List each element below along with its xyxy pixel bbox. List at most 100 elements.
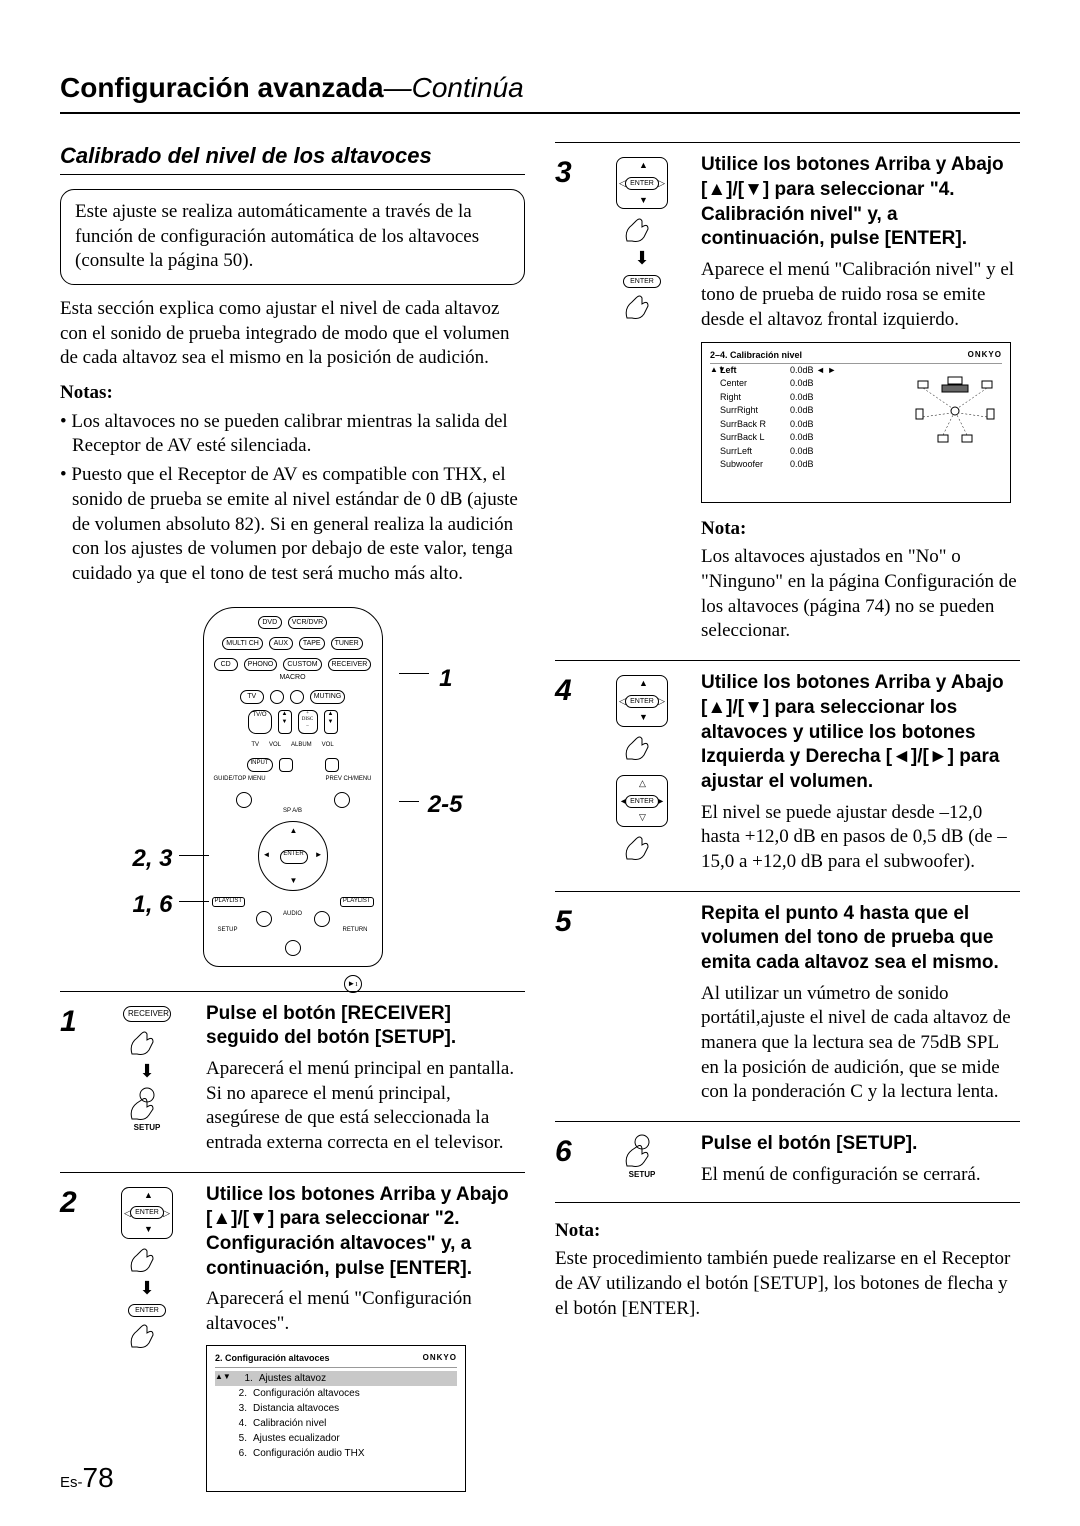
menu-item: Distancia altavoces bbox=[253, 1401, 339, 1416]
nota-text: Este procedimiento también puede realiza… bbox=[555, 1247, 1020, 1321]
remote-btn bbox=[236, 792, 252, 808]
remote-btn: VCR/DVR bbox=[288, 616, 328, 629]
right-icon: ▷ bbox=[658, 696, 665, 708]
nota-label: Nota: bbox=[555, 1219, 1020, 1244]
remote-btn: MUTING bbox=[310, 690, 346, 704]
remote-disc-btn: +DISC– bbox=[298, 710, 318, 734]
step-number: 1 bbox=[60, 1002, 88, 1156]
down-icon: ▼ bbox=[144, 1224, 153, 1236]
remote-dpad: ENTER ▲ ▼ ◄ ► bbox=[258, 821, 328, 891]
remote-label: PLAYLIST bbox=[212, 897, 246, 907]
right-icon: ▷ bbox=[163, 1208, 170, 1220]
step-icon-col: ▲ ▼ ◁ ▷ ENTER ⬇ ENTER bbox=[597, 153, 687, 644]
diagram-callout: 1 bbox=[439, 663, 452, 694]
hand-icon bbox=[127, 1319, 167, 1349]
remote-label: SETUP bbox=[218, 927, 238, 935]
hand-icon bbox=[127, 1243, 167, 1273]
level-screenshot: 2–4. Calibración nivel ONKYO ▲▼Left0.0dB… bbox=[701, 342, 1011, 503]
step-number: 2 bbox=[60, 1183, 88, 1493]
nota-item: Los altavoces no se pueden calibrar mien… bbox=[60, 410, 525, 459]
enter-pad-icon: ▲ ▼ ◁ ▷ ENTER bbox=[616, 157, 668, 209]
remote-btn: DVD bbox=[258, 616, 282, 629]
remote-label: AUDIO bbox=[278, 911, 308, 927]
step-body: Utilice los botones Arriba y Abajo [▲]/[… bbox=[701, 671, 1020, 875]
step-1: 1 RECEIVER ⬇ SETUP Pulse el botón [RECEI… bbox=[60, 991, 525, 1156]
arrow-down-icon: ⬇ bbox=[597, 247, 687, 270]
step-text: Aparecerá el menú principal en pantalla.… bbox=[206, 1057, 525, 1156]
diagram-callout: 2, 3 bbox=[133, 843, 173, 874]
remote-btn bbox=[334, 792, 350, 808]
step-icon-col: SETUP bbox=[597, 1132, 687, 1187]
arrow-down-icon: ⬇ bbox=[102, 1060, 192, 1083]
up-icon: ▲ bbox=[639, 160, 648, 172]
menu-title: 2–4. Calibración nivel bbox=[710, 349, 802, 363]
page-header: Configuración avanzada—Continúa bbox=[60, 70, 1020, 114]
left-icon: ◄ bbox=[619, 796, 628, 808]
menu-item: Ajustes altavoz bbox=[259, 1371, 326, 1386]
speaker-layout-icon bbox=[910, 373, 1000, 453]
brand-label: ONKYO bbox=[423, 1352, 457, 1366]
remote-label: RETURN bbox=[343, 927, 368, 935]
enter-label: ENTER bbox=[130, 1206, 164, 1219]
hand-icon bbox=[127, 1026, 167, 1056]
step-heading: Utilice los botones Arriba y Abajo [▲]/[… bbox=[206, 1183, 525, 1282]
right-column: 3 ▲ ▼ ◁ ▷ ENTER ⬇ ENTER Utilice los boto… bbox=[555, 142, 1020, 1508]
remote-btn bbox=[290, 690, 304, 704]
down-icon: ▼ bbox=[290, 876, 298, 886]
left-icon: ◁ bbox=[124, 1208, 131, 1220]
remote-btn: PHONO bbox=[244, 658, 278, 671]
hand-icon bbox=[622, 213, 662, 243]
setup-label-icon: SETUP bbox=[102, 1123, 192, 1133]
remote-btn: CD bbox=[214, 658, 238, 671]
remote-body: DVD VCR/DVR MULTI CH AUX TAPE TUNER CD P… bbox=[203, 607, 383, 967]
hand-icon bbox=[622, 831, 662, 861]
enter-pad-icon: △ ▽ ◄ ► ENTER bbox=[616, 775, 668, 827]
step-text: El nivel se puede ajustar desde –12,0 ha… bbox=[701, 801, 1020, 875]
step-5: 5 Repita el punto 4 hasta que el volumen… bbox=[555, 891, 1020, 1106]
section-title: Calibrado del nivel de los altavoces bbox=[60, 142, 525, 175]
arrow-down-icon: ⬇ bbox=[102, 1277, 192, 1300]
up-icon: ▲ bbox=[639, 678, 648, 690]
right-icon: ▷ bbox=[658, 178, 665, 190]
up-icon: ▲ bbox=[290, 826, 298, 836]
diagram-callout: 1, 6 bbox=[133, 889, 173, 920]
left-column: Calibrado del nivel de los altavoces Est… bbox=[60, 142, 525, 1508]
page-prefix: Es- bbox=[60, 1474, 83, 1491]
remote-label: PREV CH/MENU bbox=[325, 776, 371, 784]
remote-label: VOL bbox=[322, 742, 334, 750]
remote-rocker: ▲▼ bbox=[324, 710, 338, 734]
enter-label: ENTER bbox=[623, 275, 661, 288]
header-title: Configuración avanzada bbox=[60, 72, 384, 103]
down-icon: ▽ bbox=[639, 812, 646, 824]
step-icon-col bbox=[597, 902, 687, 1106]
step-heading: Utilice los botones Arriba y Abajo [▲]/[… bbox=[701, 671, 1020, 794]
step-3: 3 ▲ ▼ ◁ ▷ ENTER ⬇ ENTER Utilice los boto… bbox=[555, 142, 1020, 644]
notas-label: Notas: bbox=[60, 381, 525, 406]
remote-btn bbox=[314, 911, 330, 927]
left-icon: ◁ bbox=[619, 178, 626, 190]
down-icon: ▼ bbox=[639, 712, 648, 724]
page-num-value: 78 bbox=[83, 1462, 114, 1493]
step-number: 4 bbox=[555, 671, 583, 875]
enter-label: ENTER bbox=[128, 1304, 166, 1317]
step-icon-col: ▲ ▼ ◁ ▷ ENTER ⬇ ENTER bbox=[102, 1183, 192, 1493]
receiver-button-icon: RECEIVER bbox=[123, 1006, 171, 1022]
menu-title: 2. Configuración altavoces bbox=[215, 1352, 330, 1366]
footer-nota: Nota: Este procedimiento también puede r… bbox=[555, 1219, 1020, 1322]
step-icon-col: RECEIVER ⬇ SETUP bbox=[102, 1002, 192, 1156]
play-icon: ►ı bbox=[344, 975, 362, 993]
intro-paragraph: Esta sección explica como ajustar el niv… bbox=[60, 297, 525, 371]
step-number: 5 bbox=[555, 902, 583, 1106]
remote-btn: AUX bbox=[269, 637, 293, 650]
remote-btn bbox=[325, 758, 339, 772]
step-number: 6 bbox=[555, 1132, 583, 1187]
remote-rocker: ▲▼ bbox=[278, 710, 292, 734]
step-body: Pulse el botón [RECEIVER] seguido del bo… bbox=[206, 1002, 525, 1156]
right-icon: ► bbox=[315, 850, 323, 860]
header-subtitle: —Continúa bbox=[384, 72, 524, 103]
menu-item: Ajustes ecualizador bbox=[253, 1431, 340, 1446]
remote-btn: TV/O bbox=[248, 710, 272, 734]
remote-label: SP A/B bbox=[204, 808, 382, 816]
left-icon: ◁ bbox=[619, 696, 626, 708]
nota-label: Nota: bbox=[701, 517, 1020, 542]
